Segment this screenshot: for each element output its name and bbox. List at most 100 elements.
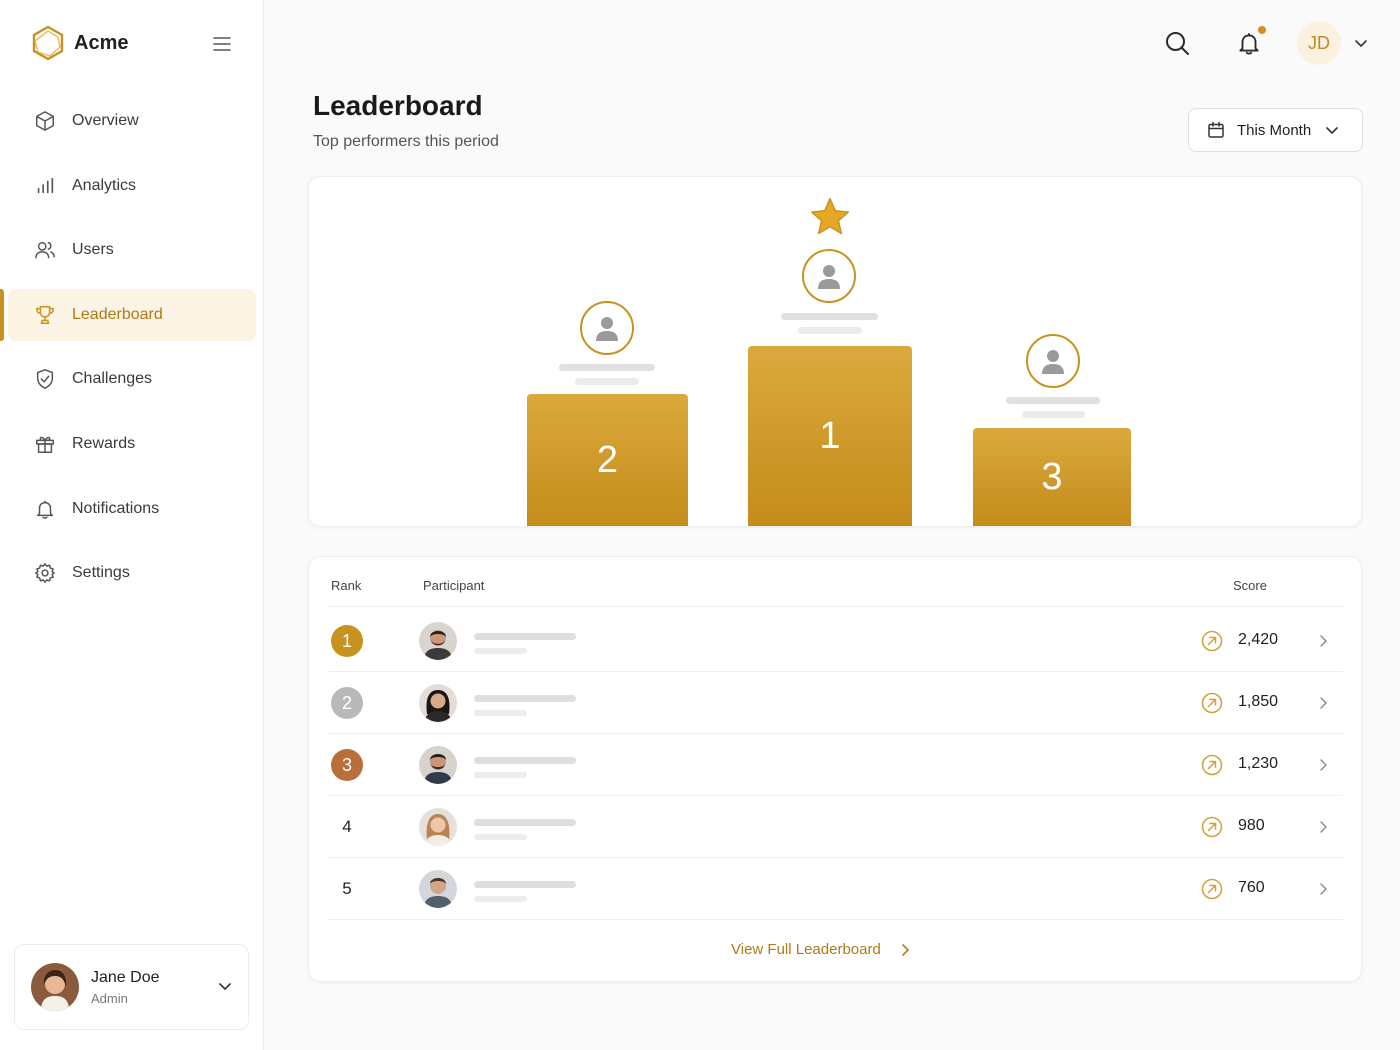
chevron-right-icon[interactable]	[1317, 820, 1329, 839]
chevron-right-icon[interactable]	[1317, 758, 1329, 777]
name-placeholder	[474, 757, 576, 764]
view-full-label: View Full Leaderboard	[731, 941, 881, 958]
podium-rank: 1	[819, 414, 841, 457]
user-profile-card[interactable]: Jane Doe Admin	[14, 944, 249, 1030]
bell-icon[interactable]	[1236, 30, 1262, 61]
trend-up-icon	[1201, 692, 1223, 719]
sidebar-item-label: Rewards	[72, 434, 136, 452]
sidebar-item-label: Challenges	[72, 370, 153, 388]
chevron-right-icon	[899, 943, 911, 957]
table-row[interactable]: 4 980	[327, 796, 1343, 858]
trophy-icon	[34, 304, 56, 326]
bar-chart-icon	[34, 175, 56, 197]
avatar	[419, 870, 457, 908]
user-placeholder-icon	[813, 260, 845, 292]
trend-up-icon	[1201, 878, 1223, 905]
podium-block-first: 1	[748, 346, 912, 526]
name-placeholder	[575, 378, 639, 385]
avatar	[419, 622, 457, 660]
podium-avatar-first[interactable]	[802, 249, 856, 303]
view-full-leaderboard-link[interactable]: View Full Leaderboard	[731, 941, 911, 958]
page-title: Leaderboard	[313, 90, 483, 121]
sidebar-item-analytics[interactable]: Analytics	[0, 160, 264, 212]
trend-up-icon	[1201, 630, 1223, 657]
name-placeholder	[559, 364, 655, 371]
rank-badge-silver: 2	[331, 687, 363, 719]
name-placeholder	[474, 819, 576, 826]
score-value: 1,230	[1238, 755, 1279, 772]
table-row[interactable]: 1 2,420	[327, 610, 1343, 672]
period-label: This Month	[1237, 121, 1312, 139]
podium-block-third: 3	[973, 428, 1131, 526]
score-value: 1,850	[1238, 693, 1279, 710]
sidebar-item-label: Analytics	[72, 176, 137, 194]
sidebar-item-label: Settings	[72, 564, 130, 582]
brand-name: Acme	[74, 31, 129, 54]
detail-placeholder	[474, 648, 527, 654]
shield-check-icon	[34, 368, 56, 390]
calendar-icon	[1207, 121, 1225, 139]
table-row[interactable]: 5 760	[327, 858, 1343, 920]
table-row[interactable]: 3 1,230	[327, 734, 1343, 796]
chevron-down-icon[interactable]	[1354, 36, 1368, 55]
avatar	[419, 808, 457, 846]
star-icon	[808, 195, 852, 244]
sidebar-item-users[interactable]: Users	[0, 224, 264, 276]
detail-placeholder	[474, 834, 527, 840]
column-header-rank: Rank	[331, 578, 362, 593]
avatar	[31, 963, 79, 1011]
page-subtitle: Top performers this period	[313, 133, 499, 150]
user-placeholder-icon	[1037, 345, 1069, 377]
name-placeholder	[798, 327, 862, 334]
users-icon	[34, 239, 56, 261]
gift-icon	[34, 433, 56, 455]
cube-icon	[34, 110, 56, 132]
rank-badge-bronze: 3	[331, 749, 363, 781]
sidebar-item-leaderboard[interactable]: Leaderboard	[0, 288, 256, 341]
sidebar-item-overview[interactable]: Overview	[0, 95, 264, 147]
gear-icon	[34, 562, 56, 584]
user-placeholder-icon	[591, 312, 623, 344]
sidebar-item-label: Overview	[72, 112, 139, 129]
user-name: Jane Doe	[91, 968, 160, 986]
avatar	[419, 684, 457, 722]
sidebar-item-label: Notifications	[72, 499, 160, 517]
score-value: 2,420	[1238, 631, 1279, 648]
score-value: 760	[1238, 879, 1265, 896]
sidebar-nav: Overview Analytics Users Leaderboard	[0, 95, 264, 612]
score-value: 980	[1238, 817, 1265, 834]
podium-block-second: 2	[527, 394, 688, 526]
rank-number: 4	[342, 817, 352, 836]
rank-number: 5	[342, 879, 352, 898]
leaderboard-table: Rank Participant Score 1 2,420 2 1,850	[308, 556, 1362, 982]
chevron-right-icon[interactable]	[1317, 696, 1329, 715]
chevron-down-icon	[1325, 123, 1339, 137]
sidebar-item-notifications[interactable]: Notifications	[0, 483, 264, 535]
chevron-down-icon	[218, 979, 232, 998]
table-row[interactable]: 2 1,850	[327, 672, 1343, 734]
rank-badge-gold: 1	[331, 625, 363, 657]
podium-rank: 3	[1041, 455, 1063, 498]
detail-placeholder	[474, 896, 527, 902]
chevron-right-icon[interactable]	[1317, 882, 1329, 901]
detail-placeholder	[474, 772, 527, 778]
search-icon[interactable]	[1164, 30, 1190, 61]
brand[interactable]: Acme	[30, 25, 128, 61]
name-placeholder	[474, 633, 576, 640]
bell-icon	[34, 498, 56, 520]
name-placeholder	[1022, 411, 1085, 418]
active-indicator	[0, 288, 4, 341]
period-dropdown[interactable]: This Month	[1188, 108, 1363, 152]
notification-dot	[1258, 26, 1266, 34]
podium-avatar-third[interactable]	[1026, 334, 1080, 388]
hamburger-menu-icon[interactable]	[212, 34, 232, 54]
podium-avatar-second[interactable]	[580, 301, 634, 355]
chevron-right-icon[interactable]	[1317, 634, 1329, 653]
avatar[interactable]: JD	[1297, 21, 1341, 65]
sidebar-item-rewards[interactable]: Rewards	[0, 418, 264, 470]
sidebar-item-label: Leaderboard	[72, 305, 163, 323]
name-placeholder	[1006, 397, 1100, 404]
sidebar-item-settings[interactable]: Settings	[0, 547, 264, 599]
trend-up-icon	[1201, 816, 1223, 843]
sidebar-item-challenges[interactable]: Challenges	[0, 353, 264, 405]
